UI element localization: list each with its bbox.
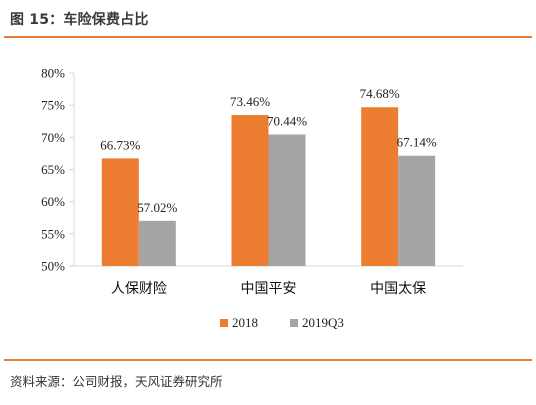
y-tick-label: 70% <box>41 130 65 145</box>
category-label: 人保财险 <box>111 281 167 297</box>
y-tick-label: 60% <box>41 194 65 209</box>
legend-swatch-2018 <box>220 319 228 327</box>
y-tick-label: 80% <box>41 66 65 81</box>
legend: 2018 2019Q3 <box>220 315 344 330</box>
data-label: 66.73% <box>100 137 140 152</box>
y-tick-label: 75% <box>41 98 65 113</box>
y-tick-label: 50% <box>41 259 65 274</box>
bar-2018-1 <box>101 158 139 266</box>
bar-2019q3-1 <box>138 220 176 266</box>
y-axis: 50% 55% 60% 65% 70% 75% 80% <box>41 66 463 274</box>
bars <box>101 107 436 266</box>
bar-chart: 50% 55% 60% 65% 70% 75% 80% 66.73% 57.02% 73.46%… <box>41 66 463 330</box>
data-label: 57.02% <box>137 200 177 215</box>
legend-swatch-2019q3 <box>290 319 298 327</box>
data-label: 70.44% <box>267 114 307 129</box>
data-label: 74.68% <box>360 86 400 101</box>
chart-title: 图 15：车险保费占比 <box>10 12 149 28</box>
y-tick-label: 65% <box>41 162 65 177</box>
bar-2019q3-3 <box>398 155 436 266</box>
y-tick-label: 55% <box>41 226 65 241</box>
bar-2019q3-2 <box>268 134 306 266</box>
source-note: 资料来源：公司财报，天风证券研究所 <box>10 374 223 389</box>
legend-label: 2019Q3 <box>302 315 344 330</box>
legend-label: 2018 <box>232 315 258 330</box>
category-label: 中国平安 <box>241 281 297 297</box>
footer-divider <box>4 359 532 361</box>
data-label: 73.46% <box>230 94 270 109</box>
category-label: 中国太保 <box>370 281 426 297</box>
title-divider <box>4 36 532 38</box>
data-labels: 66.73% 57.02% 73.46% 70.44% 74.68% 67.14% <box>100 86 437 215</box>
category-labels: 人保财险 中国平安 中国太保 <box>111 281 426 297</box>
bar-2018-3 <box>361 107 399 266</box>
bar-2018-2 <box>231 115 269 266</box>
data-label: 67.14% <box>397 135 437 150</box>
